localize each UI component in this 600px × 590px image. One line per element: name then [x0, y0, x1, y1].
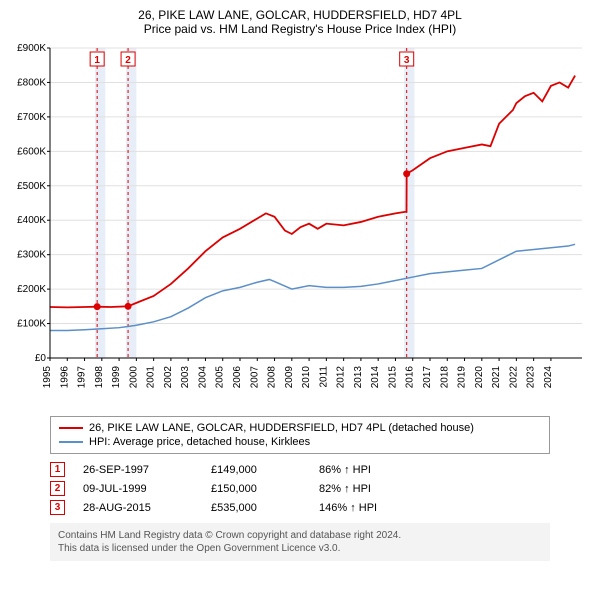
legend-item: 26, PIKE LAW LANE, GOLCAR, HUDDERSFIELD,…	[59, 421, 541, 435]
svg-text:£900K: £900K	[17, 43, 46, 54]
svg-text:£300K: £300K	[17, 250, 46, 261]
sale-price: £535,000	[211, 502, 301, 514]
svg-text:2012: 2012	[336, 366, 347, 389]
sales-table: 1 26-SEP-1997 £149,000 86% ↑ HPI 2 09-JU…	[50, 460, 550, 517]
sale-pct: 82% ↑ HPI	[319, 483, 429, 495]
svg-text:2020: 2020	[474, 366, 485, 389]
chart-area: 1 2 3 £0 £100K £200K £300K £400K £500K £600K £700K…	[10, 40, 590, 410]
sale-date: 28-AUG-2015	[83, 502, 193, 514]
sale-badge: 3	[50, 500, 65, 515]
sale-date: 09-JUL-1999	[83, 483, 193, 495]
svg-text:£400K: £400K	[17, 215, 46, 226]
legend-swatch	[59, 441, 83, 443]
svg-text:2019: 2019	[457, 366, 468, 389]
sale-price: £150,000	[211, 483, 301, 495]
legend: 26, PIKE LAW LANE, GOLCAR, HUDDERSFIELD,…	[50, 416, 550, 454]
svg-text:2002: 2002	[163, 366, 174, 389]
svg-text:£200K: £200K	[17, 284, 46, 295]
svg-text:2016: 2016	[405, 366, 416, 389]
legend-label: 26, PIKE LAW LANE, GOLCAR, HUDDERSFIELD,…	[89, 422, 474, 434]
svg-text:1999: 1999	[111, 366, 122, 389]
svg-text:2010: 2010	[301, 366, 312, 389]
table-row: 1 26-SEP-1997 £149,000 86% ↑ HPI	[50, 460, 550, 479]
svg-text:2: 2	[125, 55, 131, 66]
svg-text:£100K: £100K	[17, 319, 46, 330]
svg-text:2015: 2015	[387, 366, 398, 389]
table-row: 2 09-JUL-1999 £150,000 82% ↑ HPI	[50, 479, 550, 498]
svg-text:£600K: £600K	[17, 146, 46, 157]
svg-text:2021: 2021	[491, 366, 502, 389]
svg-text:2004: 2004	[197, 366, 208, 389]
svg-text:1998: 1998	[94, 366, 105, 389]
svg-text:£500K: £500K	[17, 181, 46, 192]
sale-badge: 1	[50, 462, 65, 477]
svg-text:2022: 2022	[508, 366, 519, 389]
chart-svg: 1 2 3 £0 £100K £200K £300K £400K £500K £600K £700K…	[10, 40, 590, 410]
svg-text:2006: 2006	[232, 366, 243, 389]
svg-text:2024: 2024	[543, 366, 554, 389]
svg-text:2011: 2011	[318, 366, 329, 388]
legend-swatch	[59, 427, 83, 429]
table-row: 3 28-AUG-2015 £535,000 146% ↑ HPI	[50, 498, 550, 517]
sale-badge: 2	[50, 481, 65, 496]
svg-text:2013: 2013	[353, 366, 364, 389]
svg-text:2001: 2001	[146, 366, 157, 389]
svg-text:1996: 1996	[59, 366, 70, 389]
svg-text:£800K: £800K	[17, 77, 46, 88]
svg-text:2018: 2018	[439, 366, 450, 389]
svg-text:2003: 2003	[180, 366, 191, 389]
sale-date: 26-SEP-1997	[83, 464, 193, 476]
svg-text:2023: 2023	[526, 366, 537, 389]
footer-attribution: Contains HM Land Registry data © Crown c…	[50, 523, 550, 561]
legend-item: HPI: Average price, detached house, Kirk…	[59, 435, 541, 449]
sale-pct: 86% ↑ HPI	[319, 464, 429, 476]
svg-text:2007: 2007	[249, 366, 260, 389]
svg-text:3: 3	[404, 55, 410, 66]
chart-title-block: 26, PIKE LAW LANE, GOLCAR, HUDDERSFIELD,…	[10, 8, 590, 36]
svg-text:2000: 2000	[128, 366, 139, 389]
svg-text:1995: 1995	[42, 366, 53, 389]
legend-label: HPI: Average price, detached house, Kirk…	[89, 436, 310, 448]
sale-pct: 146% ↑ HPI	[319, 502, 429, 514]
svg-text:1997: 1997	[77, 366, 88, 389]
svg-text:2008: 2008	[267, 366, 278, 389]
svg-text:£0: £0	[35, 353, 47, 364]
svg-text:£700K: £700K	[17, 112, 46, 123]
chart-subtitle: Price paid vs. HM Land Registry's House …	[10, 22, 590, 36]
svg-text:2014: 2014	[370, 366, 381, 389]
sale-price: £149,000	[211, 464, 301, 476]
svg-text:2017: 2017	[422, 366, 433, 389]
svg-text:1: 1	[94, 55, 100, 66]
svg-text:2009: 2009	[284, 366, 295, 389]
footer-line: This data is licensed under the Open Gov…	[58, 542, 542, 555]
svg-text:2005: 2005	[215, 366, 226, 389]
footer-line: Contains HM Land Registry data © Crown c…	[58, 529, 542, 542]
chart-title: 26, PIKE LAW LANE, GOLCAR, HUDDERSFIELD,…	[10, 8, 590, 22]
